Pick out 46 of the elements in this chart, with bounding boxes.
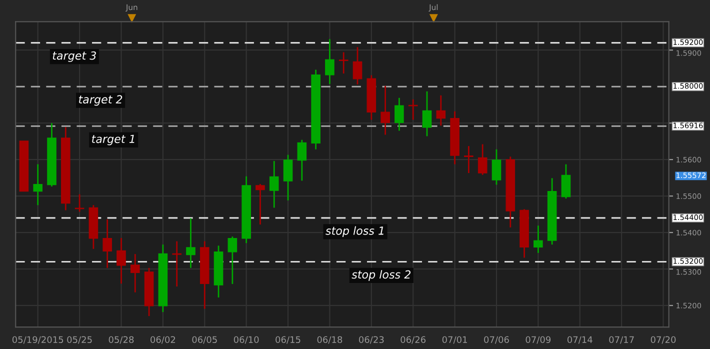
annotation: stop loss 1 xyxy=(326,226,384,238)
candlestick xyxy=(534,224,543,254)
candlestick xyxy=(561,164,571,200)
annotation: target 2 xyxy=(78,95,122,106)
candlestick xyxy=(269,160,279,208)
candlestick xyxy=(297,139,307,182)
x-tick-label: 06/10 xyxy=(234,336,259,344)
x-tick-label: 07/06 xyxy=(484,336,509,344)
x-tick-label: 07/09 xyxy=(526,336,551,344)
candlestick xyxy=(478,144,488,176)
candlestick xyxy=(325,38,334,85)
candlestick xyxy=(256,183,265,226)
candlestick xyxy=(338,52,348,74)
x-tick-label: 07/20 xyxy=(650,336,676,344)
x-tick-label: 06/15 xyxy=(276,336,300,344)
x-tick-label: 07/14 xyxy=(567,336,592,344)
candlestick xyxy=(186,218,196,269)
annotation: target 1 xyxy=(92,134,134,146)
x-tick-label: 06/05 xyxy=(192,336,217,344)
candlestick xyxy=(394,97,404,132)
candlestick xyxy=(436,94,446,126)
candlestick xyxy=(492,148,502,186)
candlestick xyxy=(74,194,84,212)
candlestick xyxy=(228,236,238,285)
candlestick xyxy=(422,90,432,137)
candlestick xyxy=(464,145,474,174)
x-tick-label: 05/19/2015 xyxy=(12,336,64,344)
candlestick xyxy=(408,98,418,120)
candlestick xyxy=(130,253,140,294)
x-tick-label: 06/18 xyxy=(317,336,342,344)
candlestick xyxy=(33,164,43,206)
x-tick-label: 06/02 xyxy=(150,336,176,344)
candlestick xyxy=(283,154,293,202)
x-tick-label: 07/17 xyxy=(609,336,634,344)
annotation: stop loss 2 xyxy=(352,270,411,281)
x-tick-label: 05/25 xyxy=(67,336,92,344)
candlestick xyxy=(380,85,390,136)
x-tick-label: 05/28 xyxy=(108,336,134,344)
candlestick xyxy=(352,46,362,86)
x-tick-label: 06/23 xyxy=(358,336,384,344)
candlestick xyxy=(172,240,182,288)
x-tick-label: 07/01 xyxy=(442,336,467,344)
x-tick-label: 06/26 xyxy=(400,336,426,344)
candlestick xyxy=(102,218,112,269)
candlestick xyxy=(116,237,126,284)
annotation: target 3 xyxy=(52,51,96,62)
